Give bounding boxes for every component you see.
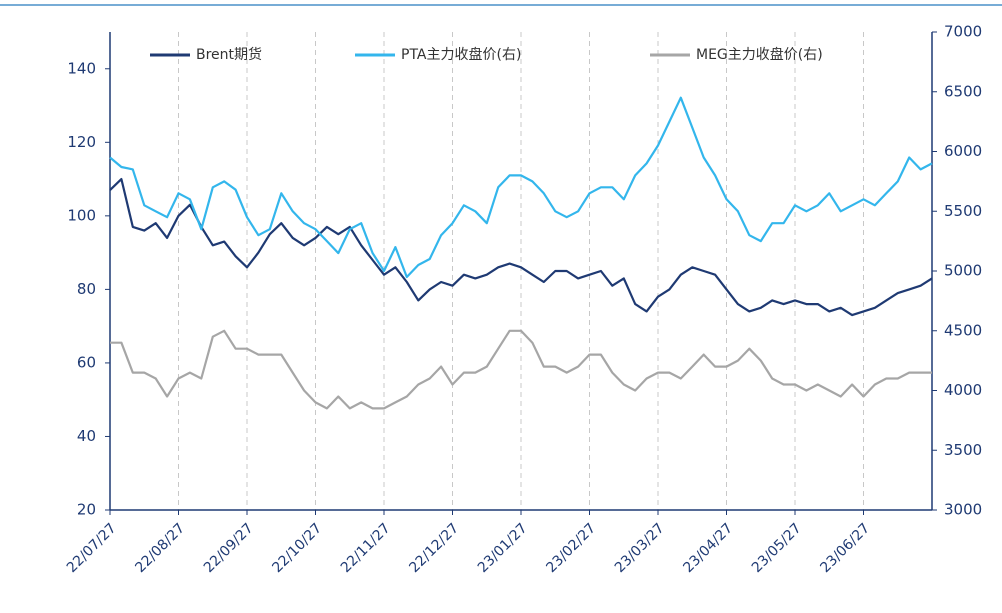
series-line: [110, 329, 932, 410]
y2-tick-label: 3000: [944, 501, 982, 519]
y-tick-label: 140: [67, 59, 96, 77]
y-tick-label: 20: [77, 501, 96, 519]
y-tick-label: 120: [67, 133, 96, 151]
series-line: [109, 96, 933, 279]
y-tick-label: 60: [77, 353, 96, 371]
y2-tick-label: 7000: [944, 23, 982, 41]
series-line: [109, 178, 933, 317]
y2-tick-label: 6500: [944, 82, 982, 100]
x-tick-label: 22/09/27: [201, 520, 257, 576]
x-tick-label: 23/03/27: [612, 520, 668, 576]
legend-label: Brent期货: [196, 46, 262, 63]
y2-tick-label: 5500: [944, 202, 982, 220]
y2-tick-label: 4500: [944, 321, 982, 339]
x-tick-label: 23/05/27: [749, 520, 805, 576]
y2-tick-label: 3500: [944, 441, 982, 459]
y-tick-label: 40: [77, 427, 96, 445]
y-tick-label: 80: [77, 280, 96, 298]
x-tick-label: 23/01/27: [475, 520, 531, 576]
x-tick-label: 22/10/27: [269, 520, 325, 576]
x-tick-label: 22/11/27: [338, 520, 394, 576]
y2-tick-label: 5000: [944, 262, 982, 280]
x-tick-label: 23/04/27: [680, 520, 736, 576]
y2-tick-label: 4000: [944, 381, 982, 399]
x-tick-label: 23/06/27: [817, 520, 873, 576]
x-tick-label: 23/02/27: [543, 520, 599, 576]
x-tick-label: 22/12/27: [406, 520, 462, 576]
y2-tick-label: 6000: [944, 142, 982, 160]
legend-label: PTA主力收盘价(右): [401, 46, 521, 63]
legend-label: MEG主力收盘价(右): [696, 46, 823, 63]
x-tick-label: 22/07/27: [64, 520, 120, 576]
y-tick-label: 100: [67, 206, 96, 224]
x-tick-label: 22/08/27: [132, 520, 188, 576]
